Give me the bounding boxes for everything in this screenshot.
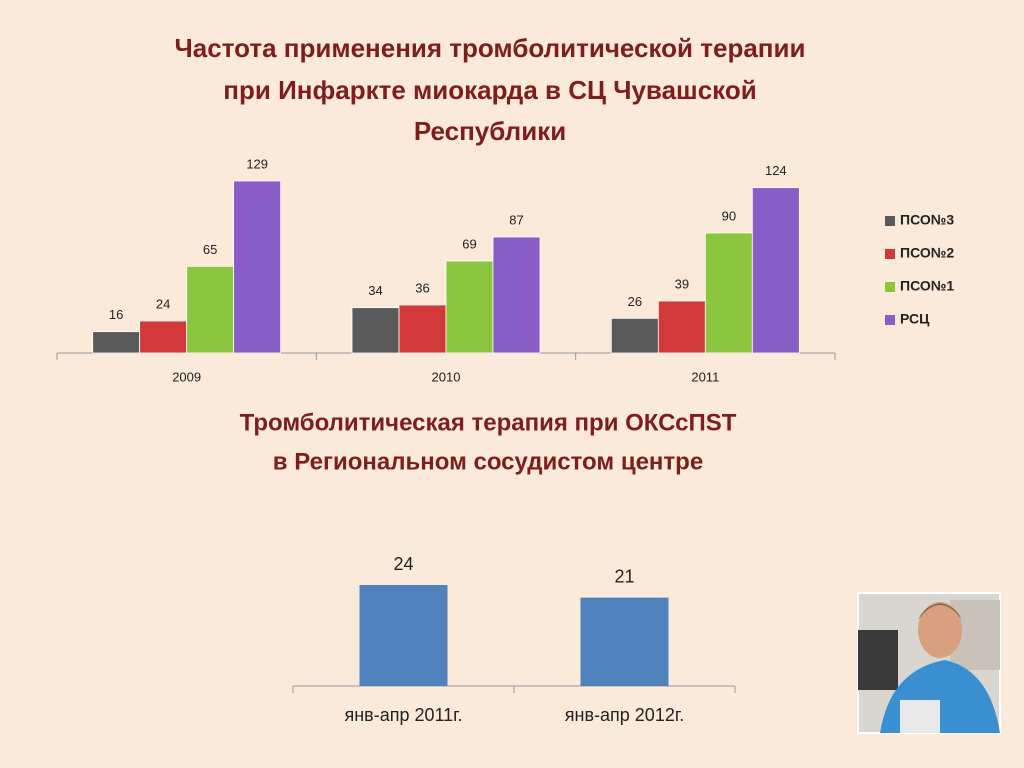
data-label: 39 [675,276,689,291]
bar [445,260,494,354]
data-label: 129 [246,156,268,171]
bar [657,300,706,354]
x-tick-label: янв-апр 2012г. [565,705,684,725]
data-label: 36 [415,280,429,295]
legend-swatch [885,216,895,226]
data-label: 16 [109,307,123,322]
chart-title: Тромболитическая терапия при ОКСсПST [240,409,737,436]
bar [610,317,659,354]
legend-label: ПСО№2 [900,245,954,261]
bar [359,585,448,686]
bar [139,320,188,354]
bar [580,597,669,686]
x-tick-label: янв-апр 2011г. [344,705,462,725]
bar [704,232,753,354]
data-label: 65 [203,242,217,257]
legend-swatch [885,282,895,292]
chart-title: при Инфаркте миокарда в СЦ Чувашской [223,75,756,105]
legend-swatch [885,249,895,259]
x-tick-label: 2009 [172,369,201,384]
data-label: 26 [628,294,642,309]
data-label: 90 [722,208,736,223]
legend-label: ПСО№3 [900,212,954,228]
legend-label: ПСО№1 [900,278,954,294]
chart-title: Частота применения тромболитической тера… [175,33,806,63]
bar [351,307,400,354]
bar [751,187,800,354]
data-label: 34 [368,283,382,298]
bar [492,236,541,354]
data-label: 124 [765,163,787,178]
x-tick-label: 2010 [432,369,461,384]
legend-swatch [885,315,895,325]
bar [233,180,282,354]
data-label: 21 [614,566,634,586]
data-label: 24 [393,554,413,574]
bar [92,331,141,354]
bar [186,265,235,354]
chart-title: в Региональном сосудистом центре [273,448,703,475]
x-tick-label: 2011 [691,369,719,384]
data-label: 69 [462,236,476,251]
chart-title: Республики [414,116,566,146]
photo [857,592,1001,734]
legend-label: РСЦ [900,311,930,327]
data-label: 87 [509,212,523,227]
bar [398,304,447,354]
data-label: 24 [156,296,170,311]
